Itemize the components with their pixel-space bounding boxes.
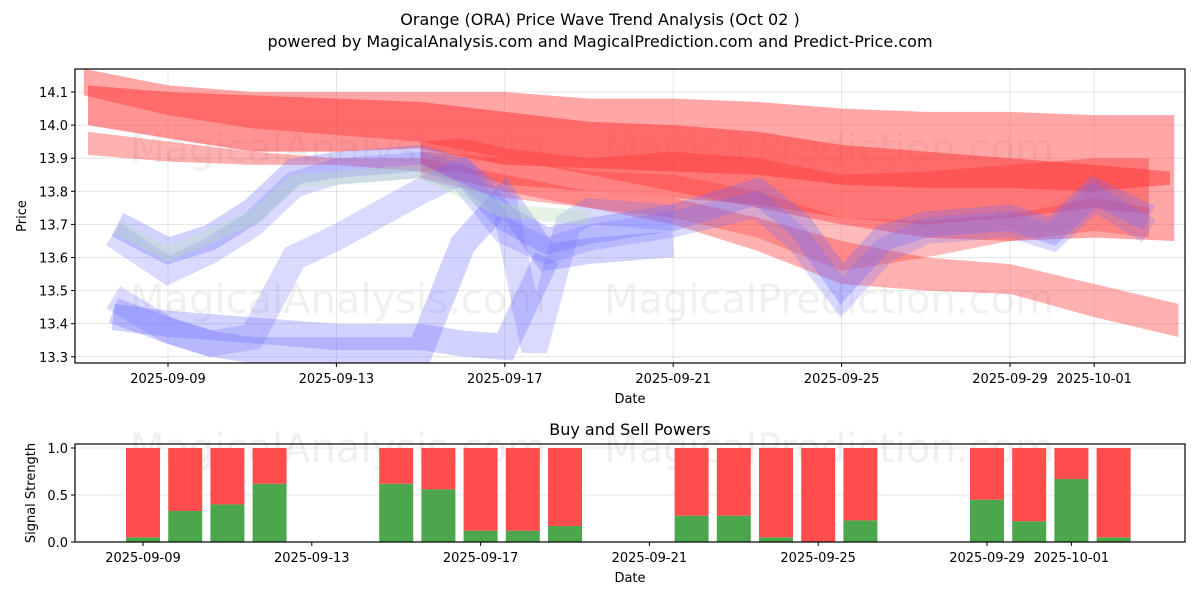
buy-sell-power-plot: Buy and Sell Powers MagicalAnalysis.com …	[24, 420, 1186, 586]
chart-title: Orange (ORA) Price Wave Trend Analysis (…	[400, 10, 800, 29]
sell-bar	[716, 448, 751, 516]
y-tick-label: 13.3	[39, 351, 68, 366]
sell-wave-2	[88, 85, 1170, 192]
buy-bar	[168, 510, 203, 542]
buy-bar	[843, 520, 878, 542]
sell-bar	[168, 448, 203, 511]
x-tick-label: 2025-09-13	[299, 372, 375, 387]
sell-bar	[801, 448, 836, 542]
price-wave-plot: MagicalAnalysis.com MagicalPrediction.co…	[15, 68, 1186, 407]
buy-wave-5	[111, 251, 559, 361]
y-tick-label: 13.9	[39, 152, 68, 167]
bar-y-ticks: 0.0 0.5 1.0	[47, 442, 75, 551]
buy-bar	[970, 499, 1004, 542]
sell-bar	[674, 448, 709, 516]
price-y-axis-label: Price	[15, 200, 30, 232]
sell-bar	[1012, 448, 1047, 522]
buy-bar	[759, 537, 793, 542]
bar-x-axis-label: Date	[614, 571, 645, 586]
x-tick-label: 2025-09-09	[105, 551, 181, 566]
x-tick-label: 2025-10-01	[1034, 551, 1110, 566]
x-tick-label: 2025-09-17	[443, 551, 519, 566]
sell-bar	[505, 448, 540, 531]
x-tick-label: 2025-09-09	[130, 372, 206, 387]
price-x-axis-label: Date	[614, 392, 645, 407]
buy-wave-4	[108, 177, 675, 363]
price-y-ticks: 13.3 13.4 13.5 13.6 13.7 13.8 13.9 14.0 14.1	[39, 86, 75, 366]
bar-y-axis-label: Signal Strength	[24, 443, 39, 543]
sell-bar	[1054, 448, 1089, 480]
watermark-text: MagicalAnalysis.com	[130, 277, 546, 323]
sell-bar	[843, 448, 878, 521]
x-tick-label: 2025-09-29	[972, 372, 1048, 387]
sell-bar	[759, 448, 793, 538]
sell-wave-3	[88, 131, 1179, 337]
buy-bar	[716, 515, 751, 542]
buy-bar	[1054, 479, 1089, 542]
buy-bar	[126, 537, 160, 542]
sell-bar	[210, 448, 245, 505]
y-tick-label: 0.0	[47, 536, 68, 551]
sell-bar	[970, 448, 1004, 500]
price-x-ticks: 2025-09-09 2025-09-13 2025-09-17 2025-09-21…	[130, 363, 1132, 387]
bar-x-ticks: 2025-09-09 2025-09-13 2025-09-17 2025-09-21…	[105, 542, 1109, 566]
y-tick-label: 13.5	[39, 285, 68, 300]
price-plot-frame	[74, 68, 1186, 364]
sell-wave-5	[420, 151, 1149, 271]
bar-chart-title: Buy and Sell Powers	[549, 420, 711, 439]
sell-bar	[1096, 448, 1131, 538]
x-tick-label: 2025-10-01	[1056, 372, 1132, 387]
sell-bar	[126, 448, 160, 538]
sell-bar	[421, 448, 456, 490]
sell-wave-4	[420, 138, 1149, 225]
x-tick-label: 2025-09-13	[274, 551, 350, 566]
y-tick-label: 13.4	[39, 318, 68, 333]
buy-bar	[674, 515, 709, 542]
sell-bar	[379, 448, 414, 484]
sell-bar	[252, 448, 287, 484]
y-tick-label: 13.8	[39, 185, 68, 200]
buy-bar	[210, 504, 245, 542]
watermark-text: MagicalPrediction.com	[604, 277, 1054, 323]
y-tick-label: 0.5	[47, 489, 68, 504]
neutral-wave	[114, 164, 590, 262]
y-tick-label: 14.0	[39, 119, 68, 134]
buy-bar	[505, 530, 540, 542]
y-tick-label: 1.0	[47, 442, 68, 457]
buy-bar	[463, 530, 498, 542]
x-tick-label: 2025-09-25	[804, 372, 880, 387]
buy-bar	[1012, 521, 1047, 542]
buy-bar	[252, 483, 287, 542]
buy-bar	[379, 483, 414, 542]
bar-series	[126, 448, 1131, 542]
x-tick-label: 2025-09-21	[612, 551, 688, 566]
x-tick-label: 2025-09-17	[467, 372, 543, 387]
sell-bar	[463, 448, 498, 531]
x-tick-label: 2025-09-29	[949, 551, 1025, 566]
sell-bar	[548, 448, 582, 527]
buy-bar	[548, 526, 582, 542]
buy-bar	[1096, 537, 1131, 542]
y-tick-label: 13.6	[39, 252, 68, 267]
x-tick-label: 2025-09-25	[780, 551, 856, 566]
buy-wave-1	[111, 145, 1155, 305]
y-tick-label: 13.7	[39, 218, 68, 233]
y-tick-label: 14.1	[39, 86, 68, 101]
chart-subtitle: powered by MagicalAnalysis.com and Magic…	[267, 32, 933, 51]
buy-wave-3	[106, 156, 675, 357]
bar-plot-frame	[74, 443, 1186, 543]
buy-wave-2	[106, 151, 1156, 318]
x-tick-label: 2025-09-21	[635, 372, 711, 387]
buy-bar	[421, 489, 456, 542]
price-wave-series	[83, 69, 1179, 363]
